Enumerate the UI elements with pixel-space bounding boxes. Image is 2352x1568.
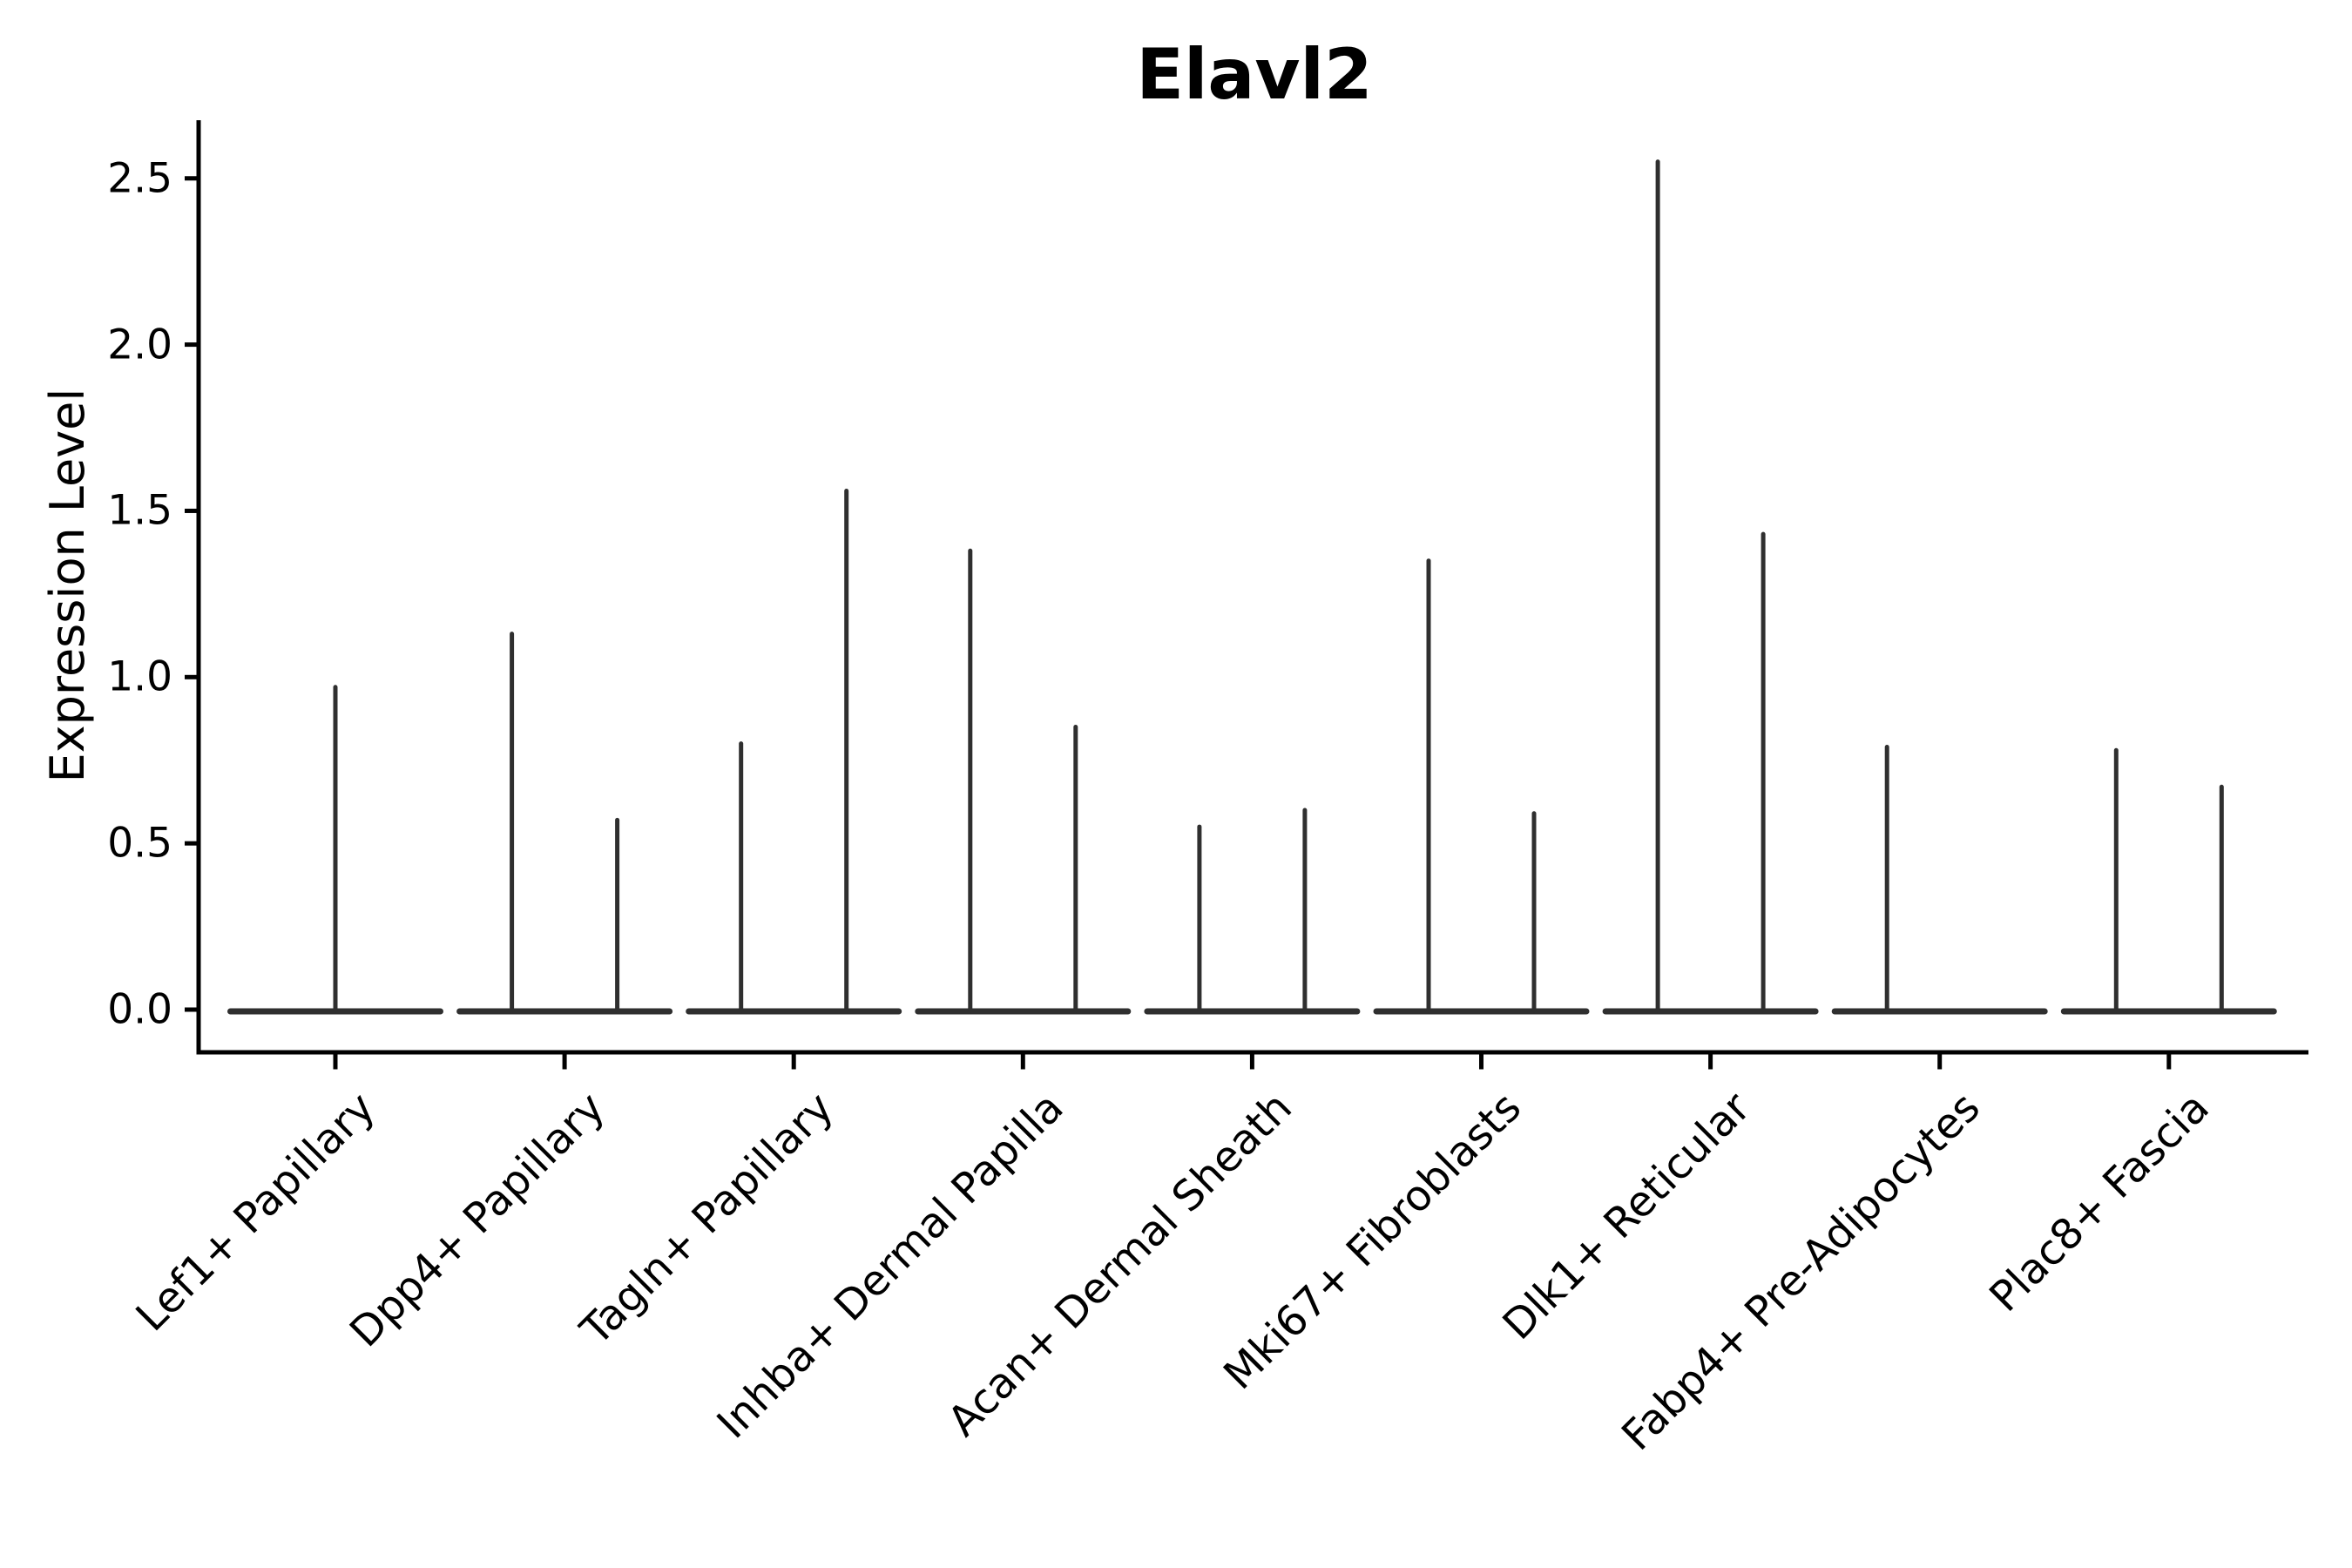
y-tick-label: 0.0 xyxy=(107,985,172,1034)
y-tick-label: 1.5 xyxy=(107,486,172,535)
y-tick-label: 0.5 xyxy=(107,819,172,868)
y-tick-label: 2.5 xyxy=(107,154,172,203)
y-tick-label: 1.0 xyxy=(107,652,172,701)
y-tick-label: 2.0 xyxy=(107,321,172,369)
chart-title: Elavl2 xyxy=(1136,34,1373,115)
y-axis-title: Expression Level xyxy=(40,388,95,783)
